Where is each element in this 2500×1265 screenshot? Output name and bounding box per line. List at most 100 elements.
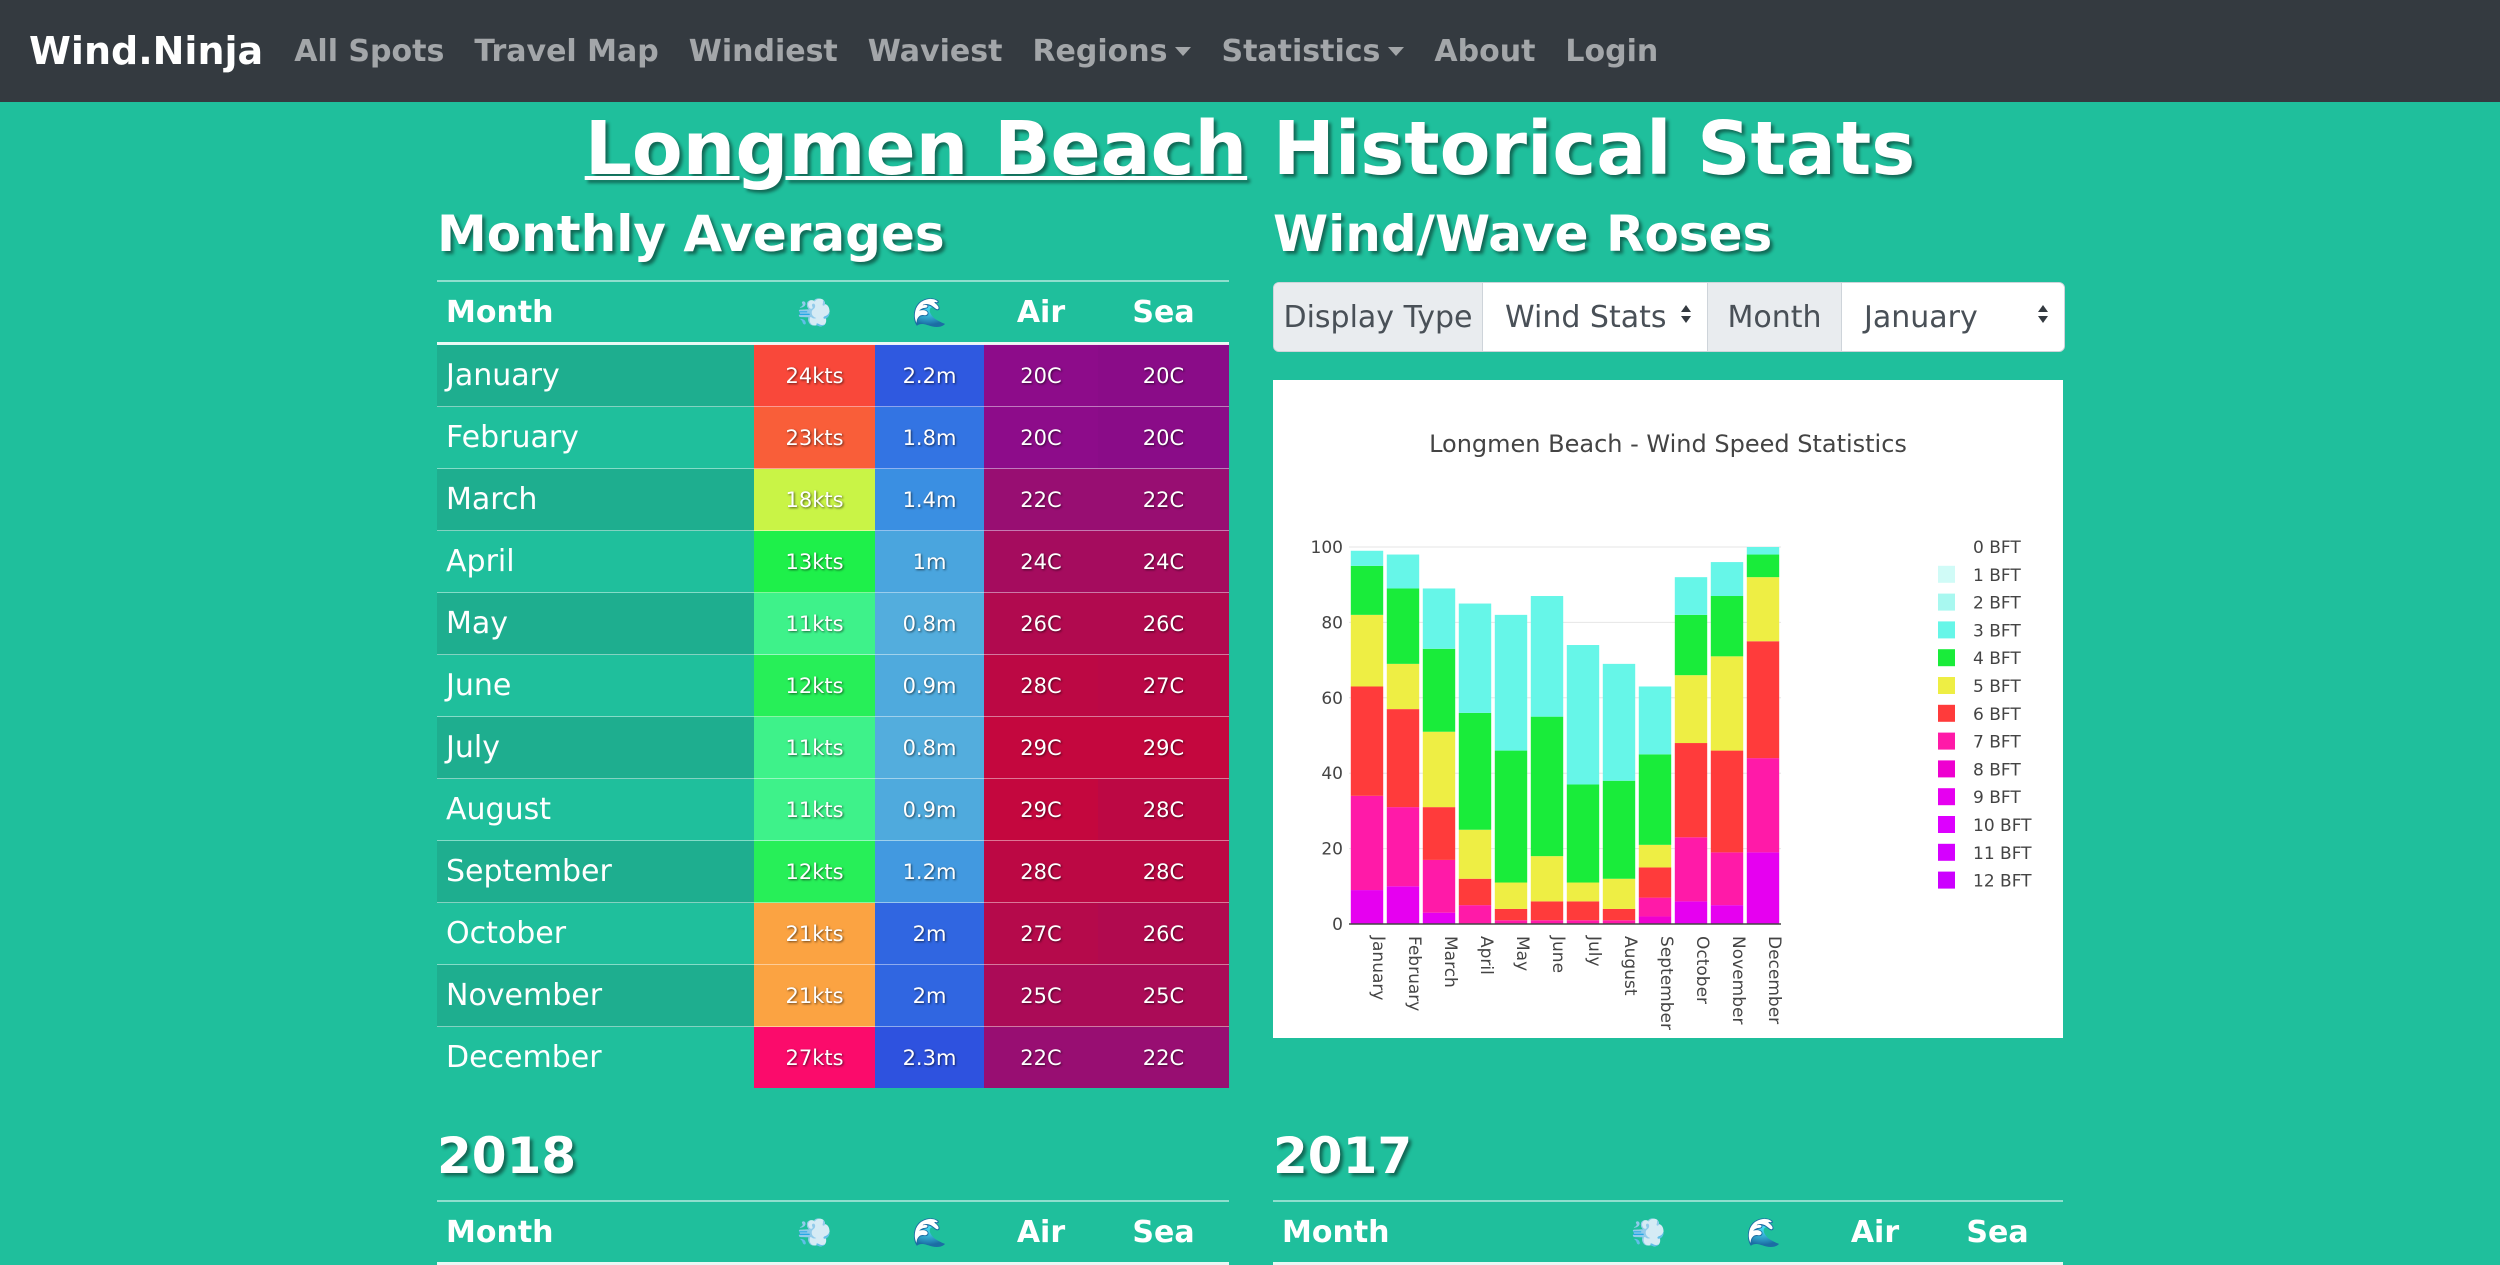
wind-icon: 💨	[754, 1200, 875, 1264]
nav-regions-dropdown[interactable]: Regions	[1032, 34, 1192, 69]
bar-segment	[1746, 547, 1780, 555]
bar-segment	[1530, 596, 1564, 717]
legend-label[interactable]: 5 BFT	[1973, 677, 2021, 697]
bar-segment	[1710, 596, 1744, 657]
wind-speed-cell: 27kts	[754, 1026, 875, 1088]
bar-segment	[1530, 856, 1564, 902]
bar-segment	[1602, 920, 1636, 924]
bar-segment	[1350, 550, 1384, 566]
sea-temp-cell: 20C	[1098, 406, 1229, 469]
legend-swatch	[1938, 871, 1955, 889]
sea-temp-cell: 29C	[1098, 716, 1229, 779]
bar-segment	[1638, 754, 1672, 845]
bar-segment	[1638, 867, 1672, 898]
legend-swatch	[1938, 565, 1955, 583]
sea-temp-cell: 27C	[1098, 654, 1229, 717]
legend-swatch	[1938, 760, 1955, 778]
wind-speed-cell: 23kts	[754, 406, 875, 469]
wave-height-cell: 2.2m	[875, 343, 984, 407]
wave-height-cell: 1m	[875, 530, 984, 593]
y-tick-label: 60	[1321, 689, 1343, 709]
wind-speed-cell: 13kts	[754, 530, 875, 593]
bar-segment	[1566, 920, 1600, 924]
wave-height-cell: 1.2m	[875, 840, 984, 903]
sea-temp-cell: 26C	[1098, 592, 1229, 655]
bar-segment	[1386, 554, 1420, 589]
bar-segment	[1422, 859, 1456, 913]
bar-segment	[1638, 844, 1672, 868]
legend-label[interactable]: 7 BFT	[1973, 733, 2021, 753]
month-cell: August	[437, 778, 754, 841]
bar-segment	[1350, 795, 1384, 891]
bar-segment	[1710, 905, 1744, 924]
month-cell: May	[437, 592, 754, 655]
legend-label[interactable]: 12 BFT	[1973, 872, 2032, 892]
month-select[interactable]: January	[1842, 283, 2064, 351]
year-2018-title: 2018	[437, 1127, 577, 1185]
legend-label[interactable]: 9 BFT	[1973, 788, 2021, 808]
select-arrows-icon	[2038, 305, 2048, 329]
nav-about[interactable]: About	[1434, 34, 1535, 69]
x-tick-label: August	[1620, 936, 1640, 996]
table-header-row: Month 💨 🌊 Air Sea	[437, 280, 1229, 344]
nav-windiest[interactable]: Windiest	[689, 34, 838, 69]
caret-down-icon	[1388, 46, 1405, 56]
month-cell: January	[437, 343, 754, 407]
y-tick-label: 80	[1321, 613, 1343, 633]
spot-name-link[interactable]: Longmen Beach	[584, 106, 1248, 192]
brand-logo[interactable]: Wind.Ninja	[29, 29, 264, 73]
legend-label[interactable]: 1 BFT	[1973, 566, 2021, 586]
bar-segment	[1386, 709, 1420, 808]
legend-label[interactable]: 4 BFT	[1973, 649, 2021, 669]
legend-label[interactable]: 2 BFT	[1973, 594, 2021, 614]
bar-segment	[1638, 916, 1672, 924]
legend-label[interactable]: 8 BFT	[1973, 760, 2021, 780]
air-temp-cell: 27C	[984, 902, 1098, 965]
sea-temp-cell: 22C	[1098, 1026, 1229, 1088]
wave-height-cell: 0.8m	[875, 716, 984, 779]
air-temp-cell: 28C	[984, 654, 1098, 717]
legend-label[interactable]: 0 BFT	[1973, 538, 2021, 558]
wind-speed-chart: Longmen Beach - Wind Speed Statistics 0 2…	[1273, 380, 2063, 1038]
wind-speed-cell: 24kts	[754, 343, 875, 407]
x-tick-label: June	[1548, 935, 1568, 973]
air-temp-cell: 20C	[984, 343, 1098, 407]
x-tick-label: November	[1728, 936, 1748, 1024]
bar-segment	[1386, 886, 1420, 924]
month-cell: December	[437, 1026, 754, 1088]
sea-temp-cell: 28C	[1098, 778, 1229, 841]
wave-icon: 🌊	[875, 280, 984, 344]
bar-segment	[1674, 743, 1708, 838]
month-cell: April	[437, 530, 754, 593]
year-2017-title: 2017	[1273, 1127, 1413, 1185]
table-row: December 27kts 2.3m 22C 22C	[437, 1026, 1229, 1088]
wave-height-cell: 0.9m	[875, 778, 984, 841]
display-type-select[interactable]: Wind Stats	[1483, 283, 1708, 351]
table-row: June 12kts 0.9m 28C 27C	[437, 654, 1229, 717]
chart-title: Longmen Beach - Wind Speed Statistics	[1429, 430, 1907, 458]
legend-swatch	[1938, 788, 1955, 806]
nav-login[interactable]: Login	[1565, 34, 1658, 69]
legend-label[interactable]: 6 BFT	[1973, 705, 2021, 725]
air-header: Air	[984, 280, 1098, 344]
sea-header: Sea	[1098, 1200, 1229, 1264]
month-cell: March	[437, 468, 754, 531]
nav-statistics-dropdown[interactable]: Statistics	[1221, 34, 1405, 69]
month-cell: November	[437, 964, 754, 1027]
x-tick-label: March	[1440, 936, 1460, 988]
table-row: April 13kts 1m 24C 24C	[437, 530, 1229, 593]
monthly-averages-title: Monthly Averages	[437, 205, 945, 263]
nav-waviest[interactable]: Waviest	[868, 34, 1003, 69]
bar-segment	[1530, 920, 1564, 924]
bar-segment	[1494, 920, 1528, 924]
monthly-averages-table: Month 💨 🌊 Air Sea January 24kts 2.2m 20C 20C…	[437, 280, 1229, 1088]
month-header: Month	[1273, 1200, 1588, 1264]
legend-label[interactable]: 11 BFT	[1973, 844, 2032, 864]
legend-label[interactable]: 3 BFT	[1973, 621, 2021, 641]
nav-all-spots[interactable]: All Spots	[294, 34, 444, 69]
bar-segment	[1710, 656, 1744, 751]
legend-label[interactable]: 10 BFT	[1973, 816, 2032, 836]
nav-travel-map[interactable]: Travel Map	[474, 34, 658, 69]
air-temp-cell: 28C	[984, 840, 1098, 903]
bar-segment	[1494, 750, 1528, 883]
